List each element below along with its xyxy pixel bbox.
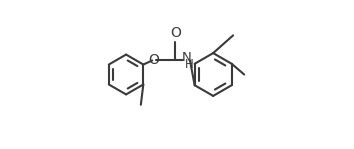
Text: O: O: [170, 26, 181, 40]
Text: N: N: [181, 51, 191, 64]
Text: H: H: [184, 58, 193, 71]
Text: O: O: [149, 53, 160, 67]
